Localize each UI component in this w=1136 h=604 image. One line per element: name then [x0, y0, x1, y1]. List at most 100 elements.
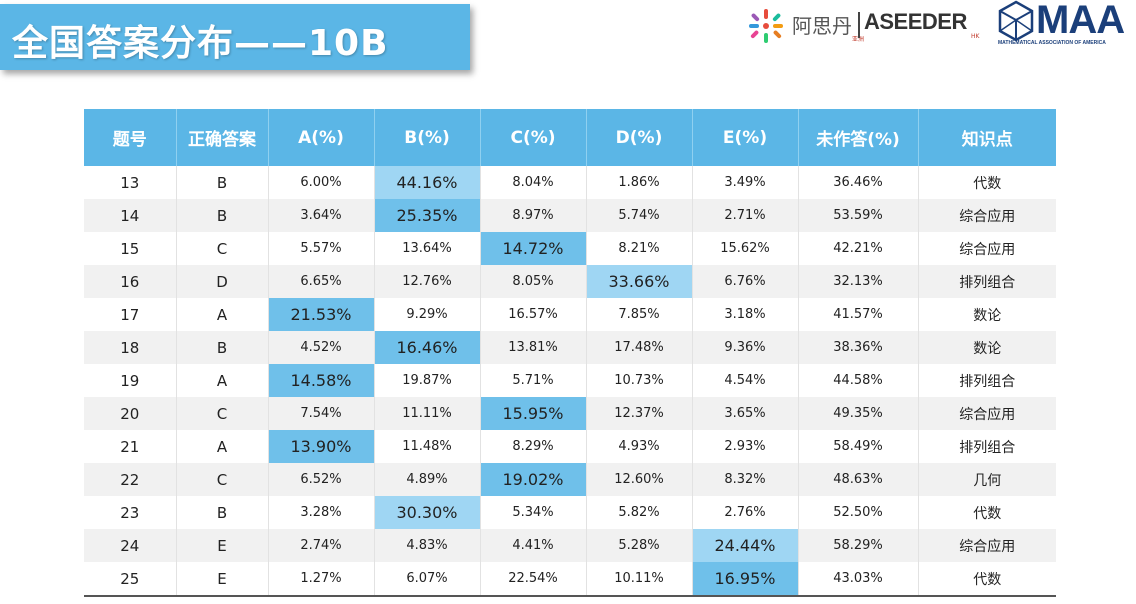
cell-c: 5.34%: [480, 496, 587, 529]
cell-question: 19: [84, 364, 177, 397]
col-header-b: B(%): [374, 109, 481, 166]
logo-area: 阿思丹 亚洲 ASEEDER HK MAA MATHEMATICAL ASSOC…: [740, 0, 1136, 50]
cell-question: 25: [84, 562, 177, 596]
cell-d: 8.21%: [586, 232, 693, 265]
cell-a: 4.52%: [268, 331, 375, 364]
col-header-e: E(%): [692, 109, 799, 166]
cell-question: 23: [84, 496, 177, 529]
col-header-d: D(%): [586, 109, 693, 166]
table-header-row: 题号 正确答案 A(%) B(%) C(%) D(%) E(%) 未作答(%) …: [84, 109, 1056, 166]
cell-c: 8.05%: [480, 265, 587, 298]
cell-e: 8.32%: [692, 463, 799, 496]
title-banner: 全国答案分布——10B: [0, 4, 470, 70]
cell-b: 6.07%: [374, 562, 481, 596]
cell-a: 1.27%: [268, 562, 375, 596]
cell-a: 7.54%: [268, 397, 375, 430]
cell-answer: B: [176, 199, 269, 232]
cell-b: 13.64%: [374, 232, 481, 265]
cell-answer: C: [176, 397, 269, 430]
cell-c: 13.81%: [480, 331, 587, 364]
cell-answer: C: [176, 232, 269, 265]
cell-topic: 综合应用: [918, 199, 1056, 232]
cell-answer: B: [176, 166, 269, 199]
cell-answer: E: [176, 562, 269, 596]
cell-blank: 44.58%: [798, 364, 919, 397]
cell-e-correct: 16.95%: [692, 562, 799, 596]
cell-topic: 综合应用: [959, 241, 1016, 258]
table-row: 23 B 3.28% 30.30% 5.34% 5.82% 2.76% 52.5…: [84, 496, 1056, 529]
page-title: 全国答案分布——10B: [12, 23, 389, 64]
cell-c: 22.54%: [480, 562, 587, 596]
answer-distribution-table: 题号 正确答案 A(%) B(%) C(%) D(%) E(%) 未作答(%) …: [84, 109, 1056, 597]
table-row: 19 A 14.58% 19.87% 5.71% 10.73% 4.54% 44…: [84, 364, 1056, 397]
col-header-blank: 未作答(%): [798, 109, 919, 166]
aseeder-en-text: ASEEDER: [864, 9, 967, 34]
cell-b-correct: 25.35%: [374, 199, 481, 232]
cell-d: 4.93%: [586, 430, 693, 463]
cell-topic: 代数: [973, 175, 1002, 192]
cell-d: 12.60%: [586, 463, 693, 496]
cell-question: 21: [84, 430, 177, 463]
cell-a: 3.64%: [268, 199, 375, 232]
cell-b: 11.11%: [374, 397, 481, 430]
cell-b: 12.76%: [374, 265, 481, 298]
cell-b: 11.48%: [374, 430, 481, 463]
cell-question: 14: [84, 199, 177, 232]
cell-e: 2.76%: [692, 496, 799, 529]
cell-blank: 49.35%: [798, 397, 919, 430]
col-header-question: 题号: [84, 109, 177, 166]
cell-e: 3.18%: [692, 298, 799, 331]
table-row: 17 A 21.53% 9.29% 16.57% 7.85% 3.18% 41.…: [84, 298, 1056, 331]
cell-question: 13: [84, 166, 177, 199]
cell-answer: A: [176, 298, 269, 331]
cell-a-correct: 13.90%: [268, 430, 375, 463]
cell-blank: 43.03%: [798, 562, 919, 596]
cell-e: 2.71%: [692, 199, 799, 232]
cell-e-correct: 24.44%: [692, 529, 799, 562]
table-row: 24 E 2.74% 4.83% 4.41% 5.28% 24.44% 58.2…: [84, 529, 1056, 562]
cell-blank: 32.13%: [798, 265, 919, 298]
aseeder-logo-icon: [749, 9, 783, 43]
cell-question: 15: [84, 232, 177, 265]
cell-blank: 58.29%: [798, 529, 919, 562]
aseeder-cn-text: 阿思丹: [792, 14, 852, 38]
cell-question: 17: [84, 298, 177, 331]
cell-topic: 代数: [973, 571, 1002, 588]
cell-d: 5.82%: [586, 496, 693, 529]
cell-answer: A: [176, 430, 269, 463]
cell-c: 8.04%: [480, 166, 587, 199]
cell-b: 4.83%: [374, 529, 481, 562]
maa-text: MAA: [1036, 0, 1125, 42]
col-header-c: C(%): [480, 109, 587, 166]
cell-c: 4.41%: [480, 529, 587, 562]
cell-question: 16: [84, 265, 177, 298]
cell-answer: E: [176, 529, 269, 562]
cell-blank: 58.49%: [798, 430, 919, 463]
cell-answer: C: [176, 463, 269, 496]
table-row: 14 B 3.64% 25.35% 8.97% 5.74% 2.71% 53.5…: [84, 199, 1056, 232]
cell-d: 5.74%: [586, 199, 693, 232]
cell-d: 10.11%: [586, 562, 693, 596]
cell-e: 3.49%: [692, 166, 799, 199]
cell-c: 8.97%: [480, 199, 587, 232]
table-row: 25 E 1.27% 6.07% 22.54% 10.11% 16.95% 43…: [84, 562, 1056, 596]
cell-blank: 53.59%: [798, 199, 919, 232]
table-row: 15 C 5.57% 13.64% 14.72% 8.21% 15.62% 42…: [84, 232, 1056, 265]
cell-question: 22: [84, 463, 177, 496]
col-header-answer: 正确答案: [176, 109, 269, 166]
cell-a-correct: 14.58%: [268, 364, 375, 397]
table-row: 22 C 6.52% 4.89% 19.02% 12.60% 8.32% 48.…: [84, 463, 1056, 496]
cell-topic: 数论: [973, 307, 1002, 324]
cell-topic: 几何: [918, 463, 1056, 496]
cell-d: 12.37%: [586, 397, 693, 430]
cell-blank: 36.46%: [798, 166, 919, 199]
logo-separator: [858, 12, 860, 38]
table-row: 16 D 6.65% 12.76% 8.05% 33.66% 6.76% 32.…: [84, 265, 1056, 298]
maa-subtitle: MATHEMATICAL ASSOCIATION OF AMERICA: [998, 40, 1106, 46]
cell-b: 19.87%: [374, 364, 481, 397]
cell-b-correct: 30.30%: [374, 496, 481, 529]
cell-c-correct: 19.02%: [480, 463, 587, 496]
cell-d: 7.85%: [586, 298, 693, 331]
cell-d-correct: 33.66%: [586, 265, 693, 298]
cell-question: 18: [84, 331, 177, 364]
